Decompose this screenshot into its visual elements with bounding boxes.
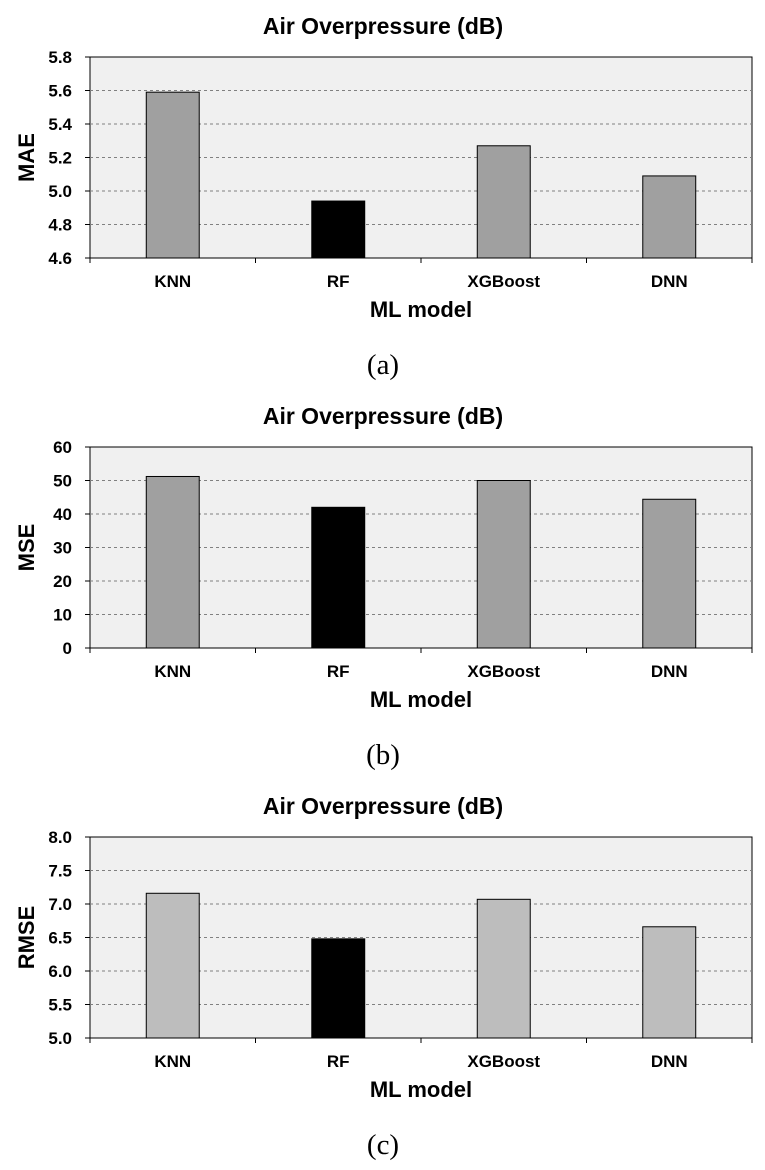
x-category-label: KNN: [154, 272, 191, 291]
panel-caption: (c): [367, 1129, 399, 1161]
bar-xgboost: [476, 145, 531, 259]
y-tick-label: 7.5: [48, 862, 72, 881]
bar-xgboost: [476, 898, 531, 1039]
y-tick-label: 0: [63, 639, 72, 658]
chart-title: Air Overpressure (dB): [263, 793, 503, 819]
x-category-label: DNN: [651, 272, 688, 291]
x-category-label: DNN: [651, 1052, 688, 1071]
y-tick-label: 8.0: [48, 828, 72, 847]
y-tick-label: 40: [53, 505, 72, 524]
chart-panel-3: Air Overpressure (dB) 5.0 5.5 6.0 6.5 7.0 7.5 8…: [14, 793, 753, 1161]
chart-panel-1: Air Overpressure (dB) 4.6 4.8 5.0 5.2 5.4 5.6 5…: [14, 13, 753, 381]
y-tick-label: 5.0: [48, 182, 72, 201]
y-tick-label: 5.2: [48, 149, 72, 168]
y-tick-label: 5.4: [48, 115, 72, 134]
x-axis-title: ML model: [370, 1077, 472, 1102]
x-category-label: XGBoost: [467, 272, 540, 291]
x-category-label: RF: [327, 1052, 350, 1071]
y-tick-label: 7.0: [48, 895, 72, 914]
bar-knn: [145, 91, 200, 259]
x-category-label: KNN: [154, 662, 191, 681]
y-tick-label: 30: [53, 539, 72, 558]
chart-panel-2: Air Overpressure (dB) 0 10 20 30 40 50 60 KNN RF X…: [14, 403, 753, 771]
y-tick-label: 4.8: [48, 216, 72, 235]
panel-caption: (a): [367, 349, 399, 381]
bar-knn: [145, 475, 200, 649]
y-axis-title: MSE: [14, 524, 39, 572]
bar-knn: [145, 892, 200, 1039]
y-tick-label: 5.0: [48, 1029, 72, 1048]
y-tick-label: 20: [53, 572, 72, 591]
x-category-label: RF: [327, 272, 350, 291]
y-tick-label: 6.0: [48, 962, 72, 981]
y-tick-label: 5.5: [48, 996, 72, 1015]
chart-title: Air Overpressure (dB): [263, 13, 503, 39]
y-axis-title: RMSE: [14, 906, 39, 970]
y-tick-label: 6.5: [48, 929, 72, 948]
y-tick-label: 60: [53, 438, 72, 457]
y-axis-title: MAE: [14, 133, 39, 182]
y-tick-label: 5.8: [48, 48, 72, 67]
x-category-label: DNN: [651, 662, 688, 681]
bar-dnn: [642, 926, 697, 1039]
x-category-label: XGBoost: [467, 1052, 540, 1071]
x-axis-title: ML model: [370, 297, 472, 322]
y-tick-label: 5.6: [48, 82, 72, 101]
chart-title: Air Overpressure (dB): [263, 403, 503, 429]
y-tick-label: 50: [53, 472, 72, 491]
bar-dnn: [642, 175, 697, 259]
bar-rf: [311, 506, 366, 649]
y-tick-label: 10: [53, 606, 72, 625]
x-axis-title: ML model: [370, 687, 472, 712]
bar-rf: [311, 200, 366, 259]
panel-caption: (b): [366, 739, 400, 771]
bar-dnn: [642, 498, 697, 649]
x-category-label: KNN: [154, 1052, 191, 1071]
bar-rf: [311, 938, 366, 1039]
y-tick-label: 4.6: [48, 249, 72, 268]
x-category-label: XGBoost: [467, 662, 540, 681]
x-category-label: RF: [327, 662, 350, 681]
bar-xgboost: [476, 480, 531, 649]
